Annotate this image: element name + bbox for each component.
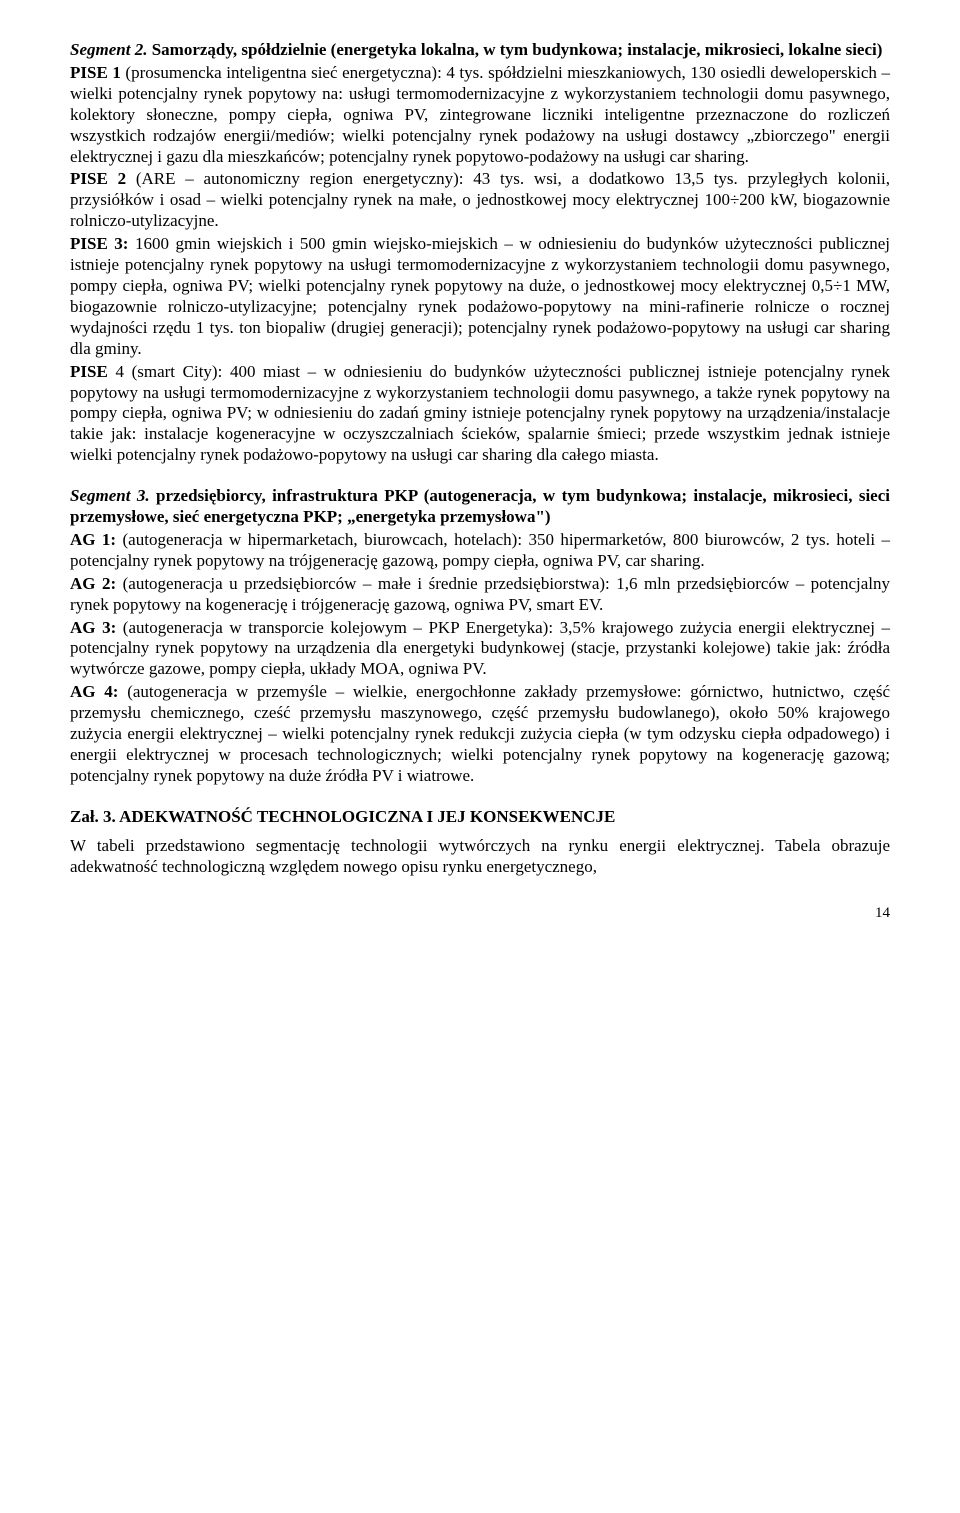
ag1-body: (autogeneracja w hipermarketach, biurowc… (70, 530, 890, 570)
ag4-body: (autogeneracja w przemyśle – wielkie, en… (70, 682, 890, 785)
ag3-paragraph: AG 3: (autogeneracja w transporcie kolej… (70, 618, 890, 681)
pise2-lead: PISE 2 (70, 169, 126, 188)
pise1-paragraph: PISE 1 (prosumencka inteligentna sieć en… (70, 63, 890, 168)
pise4-lead: PISE (70, 362, 108, 381)
ag1-lead: AG 1: (70, 530, 116, 549)
pise3-body: 1600 gmin wiejskich i 500 gmin wiejsko-m… (70, 234, 890, 358)
segment2-heading-rest: Samorządy, spółdzielnie (energetyka loka… (147, 40, 882, 59)
ag3-lead: AG 3: (70, 618, 116, 637)
section-gap (70, 468, 890, 486)
page-number: 14 (70, 904, 890, 922)
ag2-paragraph: AG 2: (autogeneracja u przedsiębiorców –… (70, 574, 890, 616)
pise2-body: (ARE – autonomiczny region energetyczny)… (70, 169, 890, 230)
ag2-body: (autogeneracja u przedsiębiorców – małe … (70, 574, 890, 614)
pise3-paragraph: PISE 3: 1600 gmin wiejskich i 500 gmin w… (70, 234, 890, 359)
section-gap (70, 789, 890, 807)
pise1-lead: PISE 1 (70, 63, 121, 82)
segment2-heading-prefix: Segment 2. (70, 40, 147, 59)
document-page: Segment 2. Samorządy, spółdzielnie (ener… (0, 0, 960, 962)
segment3-heading: Segment 3. przedsiębiorcy, infrastruktur… (70, 486, 890, 528)
zal3-body: W tabeli przedstawiono segmentację techn… (70, 836, 890, 878)
ag4-paragraph: AG 4: (autogeneracja w przemyśle – wielk… (70, 682, 890, 787)
segment2-heading: Segment 2. Samorządy, spółdzielnie (ener… (70, 40, 890, 61)
ag3-body: (autogeneracja w transporcie kolejowym –… (70, 618, 890, 679)
pise4-body: 4 (smart City): 400 miast – w odniesieni… (70, 362, 890, 465)
ag4-lead: AG 4: (70, 682, 118, 701)
pise4-paragraph: PISE 4 (smart City): 400 miast – w odnie… (70, 362, 890, 467)
ag2-lead: AG 2: (70, 574, 116, 593)
zal3-title: Zał. 3. ADEKWATNOŚĆ TECHNOLOGICZNA I JEJ… (70, 807, 890, 828)
segment3-heading-rest: przedsiębiorcy, infrastruktura PKP (auto… (70, 486, 890, 526)
pise3-lead: PISE 3: (70, 234, 128, 253)
segment3-heading-prefix: Segment 3. (70, 486, 150, 505)
ag1-paragraph: AG 1: (autogeneracja w hipermarketach, b… (70, 530, 890, 572)
pise2-paragraph: PISE 2 (ARE – autonomiczny region energe… (70, 169, 890, 232)
pise1-body: (prosumencka inteligentna sieć energetyc… (70, 63, 890, 166)
